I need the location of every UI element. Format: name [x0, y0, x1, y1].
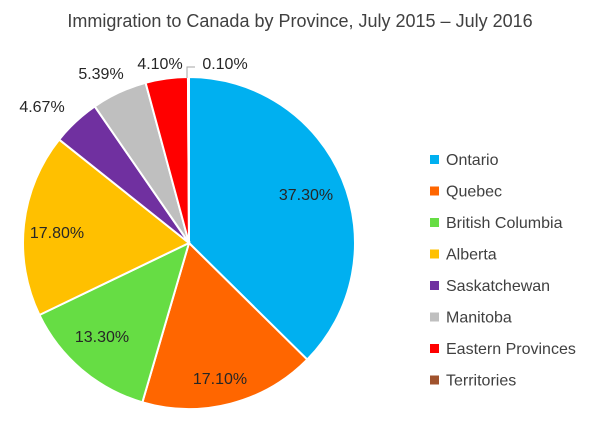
data-label-saskatchewan: 4.67% — [19, 99, 64, 116]
data-label-eastern-provinces: 4.10% — [137, 56, 182, 73]
legend-label-manitoba: Manitoba — [446, 310, 512, 327]
leader-line — [186, 66, 195, 78]
legend-label-territories: Territories — [446, 373, 516, 390]
pie-slice-british-columbia — [38, 241, 191, 404]
data-label-british-columbia: 13.30% — [75, 329, 129, 346]
legend-swatch-manitoba — [430, 312, 439, 322]
data-label-quebec: 17.10% — [193, 371, 247, 388]
legend-label-alberta: Alberta — [446, 247, 497, 264]
data-label-territories: 0.10% — [202, 56, 247, 73]
pie-slice-ontario — [188, 75, 356, 361]
data-label-alberta: 17.80% — [30, 225, 84, 242]
legend-swatch-british-columbia — [430, 218, 439, 227]
legend-label-saskatchewan: Saskatchewan — [446, 278, 550, 295]
legend-label-ontario: Ontario — [446, 152, 499, 169]
chart-title: Immigration to Canada by Province, July … — [67, 11, 533, 31]
legend: Ontario Quebec British Columbia Alberta Sask… — [430, 152, 576, 390]
legend-swatch-eastern-provinces — [430, 344, 439, 353]
legend-label-eastern-provinces: Eastern Provinces — [446, 341, 576, 358]
legend-swatch-alberta — [430, 249, 439, 259]
legend-swatch-quebec — [430, 186, 439, 196]
pie-slice-quebec — [141, 241, 309, 410]
pie-slice-alberta — [22, 138, 191, 317]
legend-label-quebec: Quebec — [446, 184, 502, 201]
legend-label-british-columbia: British Columbia — [446, 215, 563, 232]
legend-swatch-ontario — [430, 155, 439, 164]
pie-slice-territories — [186, 75, 190, 244]
data-label-manitoba: 5.39% — [78, 66, 123, 83]
legend-swatch-territories — [430, 375, 439, 385]
data-label-ontario: 37.30% — [279, 187, 333, 204]
legend-swatch-saskatchewan — [430, 281, 439, 290]
pie-slices — [22, 75, 356, 410]
